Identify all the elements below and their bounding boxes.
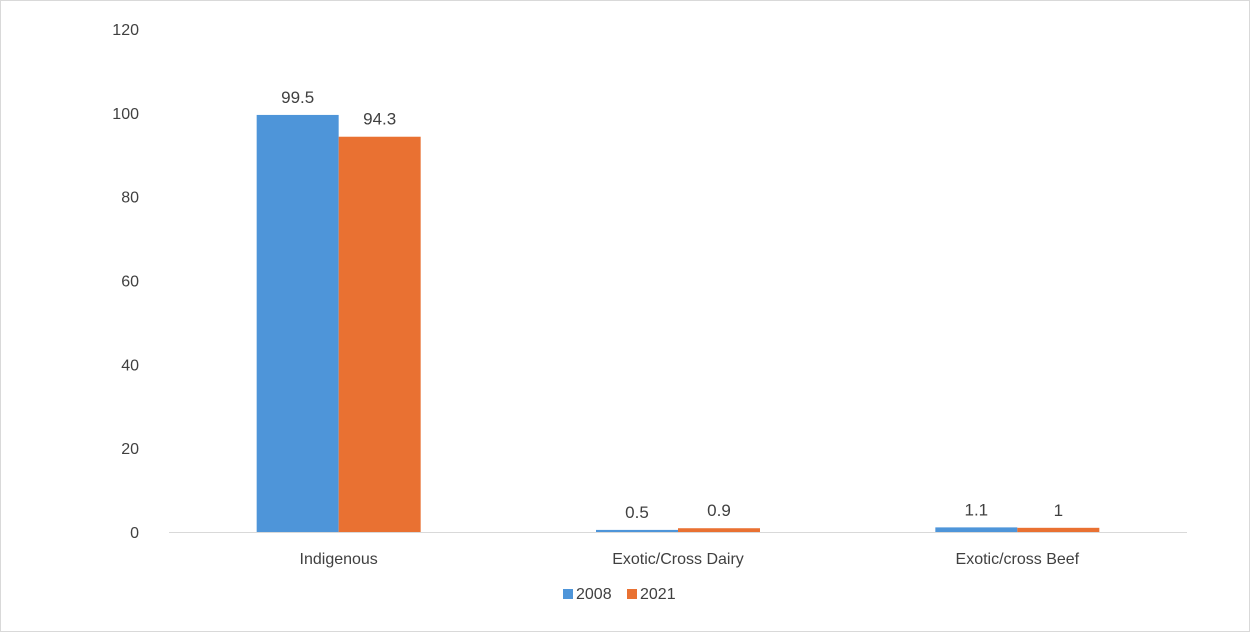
bar-2008-2: [935, 527, 1018, 532]
y-tick-label: 20: [121, 441, 139, 458]
bar-2021-2: [1017, 527, 1100, 532]
legend-swatch-2008: [563, 589, 573, 599]
x-category-label: Indigenous: [300, 551, 378, 568]
y-tick-label: 120: [112, 22, 139, 39]
data-label: 99.5: [281, 88, 314, 107]
legend-swatch-2021: [627, 589, 637, 599]
x-category-label: Exotic/Cross Dairy: [612, 551, 744, 568]
bar-2021-1: [678, 528, 760, 532]
y-tick-label: 60: [121, 274, 139, 291]
legend-label: 2008: [576, 586, 612, 603]
y-tick-label: 0: [130, 525, 139, 542]
y-axis-tick-labels: 0 20 40 60 80 100 120: [112, 22, 139, 542]
y-tick-label: 100: [112, 106, 139, 123]
data-label: 94.3: [363, 110, 396, 129]
x-category-label: Exotic/cross Beef: [956, 551, 1080, 568]
data-label: 1: [1054, 501, 1063, 520]
bar-2008-0: [256, 114, 339, 532]
y-tick-label: 40: [121, 357, 139, 374]
data-label: 0.5: [625, 503, 649, 522]
data-label: 0.9: [707, 501, 731, 520]
x-axis-category-labels: Indigenous Exotic/Cross Dairy Exotic/cross…: [300, 551, 1080, 568]
data-label: 1.1: [965, 500, 989, 519]
legend-label: 2021: [640, 586, 676, 603]
bar-2008-1: [596, 529, 678, 532]
bars-group: [256, 114, 1100, 532]
bar-2021-0: [338, 136, 421, 532]
data-labels-group: 99.5 94.3 0.5 0.9 1.1 1: [281, 88, 1063, 522]
legend: 2008 2021: [563, 586, 676, 603]
y-tick-label: 80: [121, 190, 139, 207]
